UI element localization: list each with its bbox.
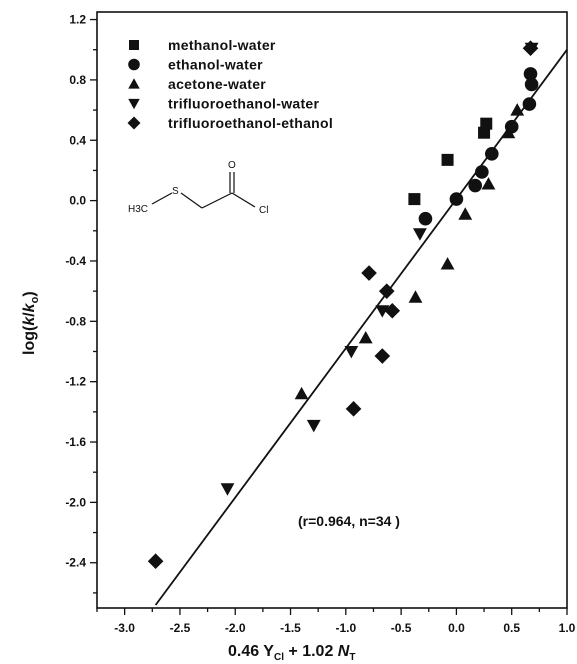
data-point-square [480, 117, 493, 130]
tick-labels: -3.0 -2.5 -2.0 -1.5 -1.0 -0.5 0.0 0.5 1.0 1.2 0.8 0… [65, 13, 575, 635]
data-point-diamond [522, 40, 539, 57]
x-tick-label: 0.0 [448, 621, 465, 635]
legend-label: ethanol-water [168, 57, 263, 73]
data-point-square [408, 193, 421, 206]
data-point-circle [485, 147, 499, 161]
x-axis-title-n: N [338, 643, 350, 660]
molecule-label-cl: Cl [259, 205, 268, 216]
data-points [147, 40, 539, 570]
x-tick-label: 1.0 [559, 621, 576, 635]
plot-frame [96, 11, 568, 609]
y-axis-title-sub: o [29, 296, 41, 303]
y-tick-label: -1.6 [65, 435, 86, 449]
x-tick-label: -2.0 [225, 621, 246, 635]
data-point-circle [418, 211, 433, 226]
data-point-diamond [378, 283, 395, 299]
data-point-triangle-up [510, 103, 525, 116]
x-tick-label: -2.5 [170, 621, 191, 635]
data-point-diamond [384, 302, 401, 319]
data-point-circle [449, 192, 464, 206]
data-point-triangle-down [375, 305, 390, 318]
data-point-triangle-up [440, 257, 455, 270]
data-point-square [478, 126, 491, 139]
x-axis-title-part1: 0.46 Y [228, 643, 274, 660]
data-point-triangle-up [408, 290, 423, 303]
x-tick-label: -3.0 [114, 621, 135, 635]
x-tick-label: 0.5 [503, 621, 520, 635]
y-axis-title: log(k/ko) [21, 291, 41, 355]
molecule-structure [151, 172, 256, 209]
legend-marker-circle [128, 58, 140, 71]
data-point-triangle-down [413, 228, 427, 241]
data-point-diamond [345, 401, 362, 417]
data-point-triangle-down [306, 419, 321, 433]
x-axis-title-sub1: Cl [274, 652, 284, 663]
y-tick-label: 0.8 [69, 73, 86, 87]
fit-line [154, 49, 568, 606]
x-axis-title-part2: + 1.02 [284, 643, 338, 660]
data-point-triangle-up [294, 386, 309, 400]
data-point-diamond [361, 265, 377, 281]
legend-label: methanol-water [168, 37, 276, 53]
data-point-circle [468, 178, 483, 193]
y-axis-title-pre: log( [21, 325, 38, 355]
y-axis-title-post: ) [21, 291, 38, 296]
y-tick-label: 1.2 [69, 13, 86, 27]
data-point-square [441, 153, 454, 166]
data-point-diamond [374, 348, 391, 364]
data-point-circle [523, 67, 538, 81]
data-point-circle [522, 97, 537, 111]
legend-marker-diamond [127, 116, 141, 130]
legend-label: acetone-water [168, 76, 266, 92]
data-point-diamond [147, 553, 164, 570]
fit-annotation: (r=0.964, n=34 ) [298, 513, 400, 529]
data-point-circle [524, 77, 539, 92]
x-axis-title-sub2: T [349, 652, 355, 663]
molecule-label-h3c: H3C [128, 204, 148, 215]
data-point-triangle-up [458, 207, 473, 220]
data-point-triangle-down [344, 345, 359, 359]
y-tick-label: -1.2 [65, 375, 86, 389]
y-axis-title-k1: k [21, 316, 38, 326]
molecule-label-o: O [228, 160, 236, 171]
molecule-label-s: S [172, 186, 179, 197]
y-tick-label: -2.4 [65, 556, 86, 570]
y-axis-title-k2: k [21, 302, 38, 312]
data-point-triangle-down [220, 483, 235, 496]
x-tick-label: -1.5 [280, 621, 301, 635]
y-tick-label: 0.4 [69, 133, 86, 147]
y-axis-title-slash: / [21, 312, 38, 317]
legend-marker-triangle-down [128, 98, 140, 110]
data-point-circle [475, 165, 489, 179]
legend: methanol-water ethanol-water acetone-water… [127, 37, 333, 131]
y-tick-label: 0.0 [69, 194, 86, 208]
legend-marker-square [129, 40, 139, 50]
y-tick-label: -0.8 [65, 314, 86, 328]
y-tick-label: -0.4 [65, 254, 86, 268]
legend-marker-triangle-up [128, 78, 140, 89]
data-point-triangle-up [358, 331, 373, 344]
data-point-triangle-up [501, 125, 516, 139]
legend-label: trifluoroethanol-water [168, 96, 320, 112]
data-point-triangle-up [481, 177, 496, 190]
x-tick-label: -0.5 [391, 621, 412, 635]
y-tick-label: -2.0 [65, 495, 86, 509]
legend-label: trifluoroethanol-ethanol [168, 115, 333, 131]
fit-line-group [154, 49, 568, 606]
x-axis-title: 0.46 YCl + 1.02 NT [228, 643, 355, 663]
x-tick-label: -1.0 [335, 621, 356, 635]
